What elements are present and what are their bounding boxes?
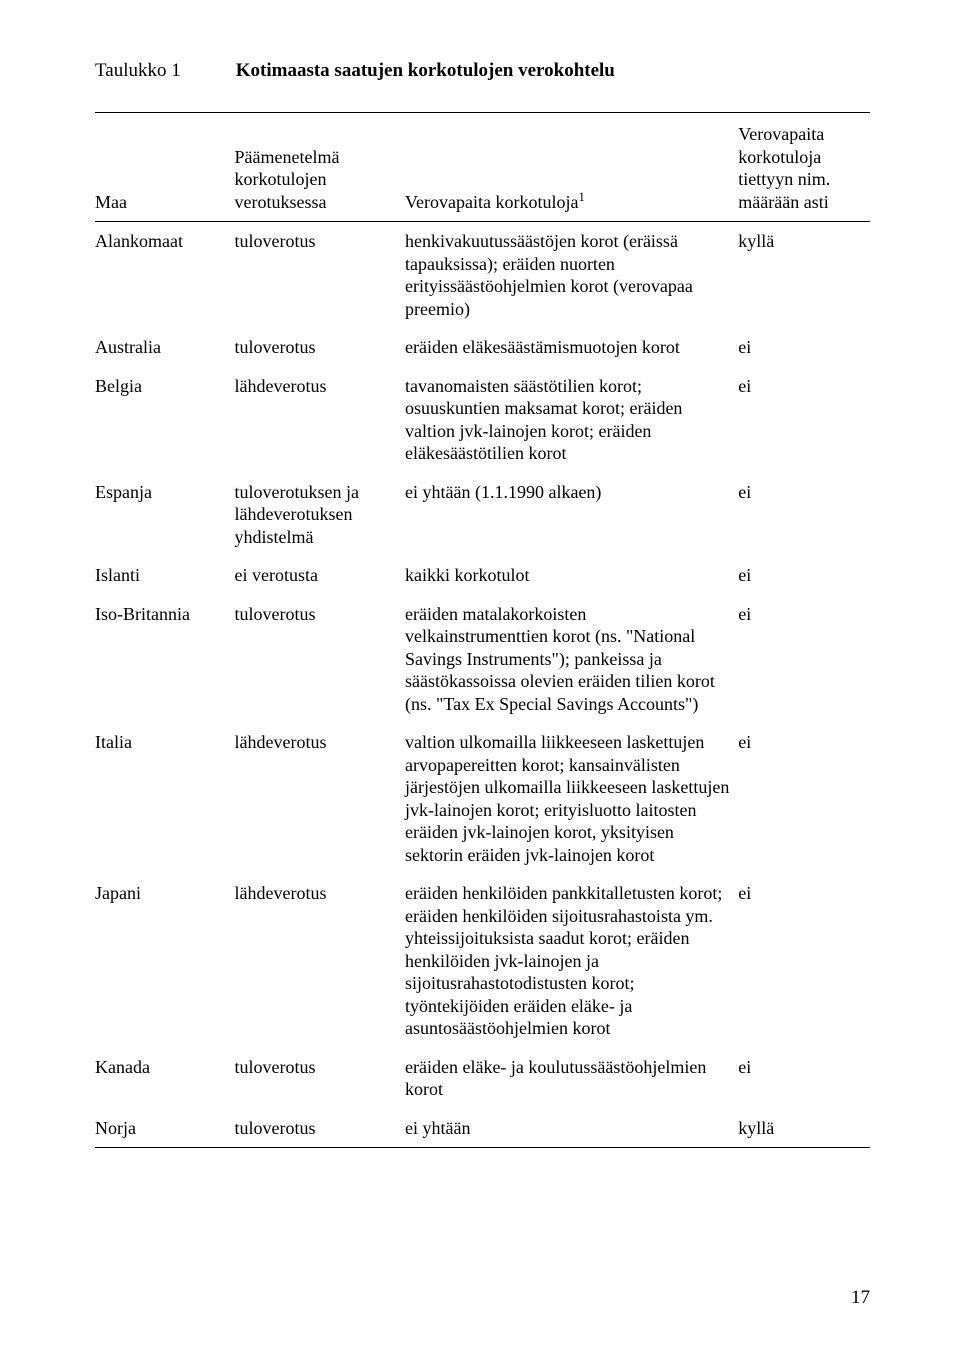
table-title: Kotimaasta saatujen korkotulojen verokoh… (236, 60, 615, 82)
table-row: Japanilähdeverotuseräiden henkilöiden pa… (95, 874, 870, 1048)
table-row: Australiatuloverotuseräiden eläkesäästäm… (95, 328, 870, 367)
table-row: Kanadatuloverotuseräiden eläke- ja koulu… (95, 1048, 870, 1109)
cell-limit: ei (738, 723, 870, 874)
cell-country: Italia (95, 723, 235, 874)
cell-country: Iso-Britannia (95, 595, 235, 724)
cell-exempt: valtion ulkomailla liikkeeseen laskettuj… (405, 723, 738, 874)
cell-method: tuloverotus (235, 595, 406, 724)
header-exempt: Verovapaita korkotuloja1 (405, 113, 738, 222)
cell-country: Belgia (95, 367, 235, 473)
header-method: Päämenetelmä korkotulojen verotuksessa (235, 113, 406, 222)
cell-exempt: henkivakuutussäästöjen korot (eräissä ta… (405, 222, 738, 329)
tax-table: Maa Päämenetelmä korkotulojen verotukses… (95, 112, 870, 1148)
cell-limit: ei (738, 595, 870, 724)
table-row: Iso-Britanniatuloverotuseräiden matalako… (95, 595, 870, 724)
cell-limit: ei (738, 874, 870, 1048)
page-number: 17 (851, 1287, 870, 1309)
cell-country: Australia (95, 328, 235, 367)
cell-method: lähdeverotus (235, 723, 406, 874)
table-row: Alankomaattuloverotushenkivakuutussäästö… (95, 222, 870, 329)
cell-method: tuloverotus (235, 222, 406, 329)
cell-method: tuloverotuksen ja lähdeverotuksen yhdist… (235, 473, 406, 557)
table-row: Islantiei verotustakaikki korkotulotei (95, 556, 870, 595)
cell-exempt: kaikki korkotulot (405, 556, 738, 595)
cell-limit: kyllä (738, 222, 870, 329)
cell-exempt: eräiden eläkesäästämismuotojen korot (405, 328, 738, 367)
cell-exempt: tavanomaisten säästötilien korot; osuusk… (405, 367, 738, 473)
cell-country: Norja (95, 1109, 235, 1148)
cell-limit: ei (738, 1048, 870, 1109)
cell-exempt: eräiden matalakorkoisten velkainstrument… (405, 595, 738, 724)
cell-country: Japani (95, 874, 235, 1048)
table-row: Belgialähdeverotustavanomaisten säästöti… (95, 367, 870, 473)
cell-limit: ei (738, 328, 870, 367)
cell-limit: ei (738, 556, 870, 595)
cell-country: Kanada (95, 1048, 235, 1109)
cell-country: Espanja (95, 473, 235, 557)
cell-method: tuloverotus (235, 328, 406, 367)
cell-method: tuloverotus (235, 1109, 406, 1148)
cell-country: Islanti (95, 556, 235, 595)
table-label: Taulukko 1 (95, 60, 181, 82)
cell-limit: kyllä (738, 1109, 870, 1148)
table-row: Italialähdeverotusvaltion ulkomailla lii… (95, 723, 870, 874)
cell-method: tuloverotus (235, 1048, 406, 1109)
header-exempt-sup: 1 (578, 190, 584, 204)
cell-country: Alankomaat (95, 222, 235, 329)
cell-method: lähdeverotus (235, 874, 406, 1048)
cell-limit: ei (738, 367, 870, 473)
cell-method: ei verotusta (235, 556, 406, 595)
cell-limit: ei (738, 473, 870, 557)
header-country: Maa (95, 113, 235, 222)
cell-exempt: ei yhtään (1.1.1990 alkaen) (405, 473, 738, 557)
table-row: Espanjatuloverotuksen ja lähdeverotuksen… (95, 473, 870, 557)
cell-exempt: eräiden henkilöiden pankkitalletusten ko… (405, 874, 738, 1048)
cell-exempt: eräiden eläke- ja koulutussäästöohjelmie… (405, 1048, 738, 1109)
table-row: Norjatuloverotusei yhtäänkyllä (95, 1109, 870, 1148)
cell-method: lähdeverotus (235, 367, 406, 473)
cell-exempt: ei yhtään (405, 1109, 738, 1148)
header-limit: Verovapaita korkotuloja tiettyyn nim. mä… (738, 113, 870, 222)
header-exempt-text: Verovapaita korkotuloja (405, 192, 578, 212)
